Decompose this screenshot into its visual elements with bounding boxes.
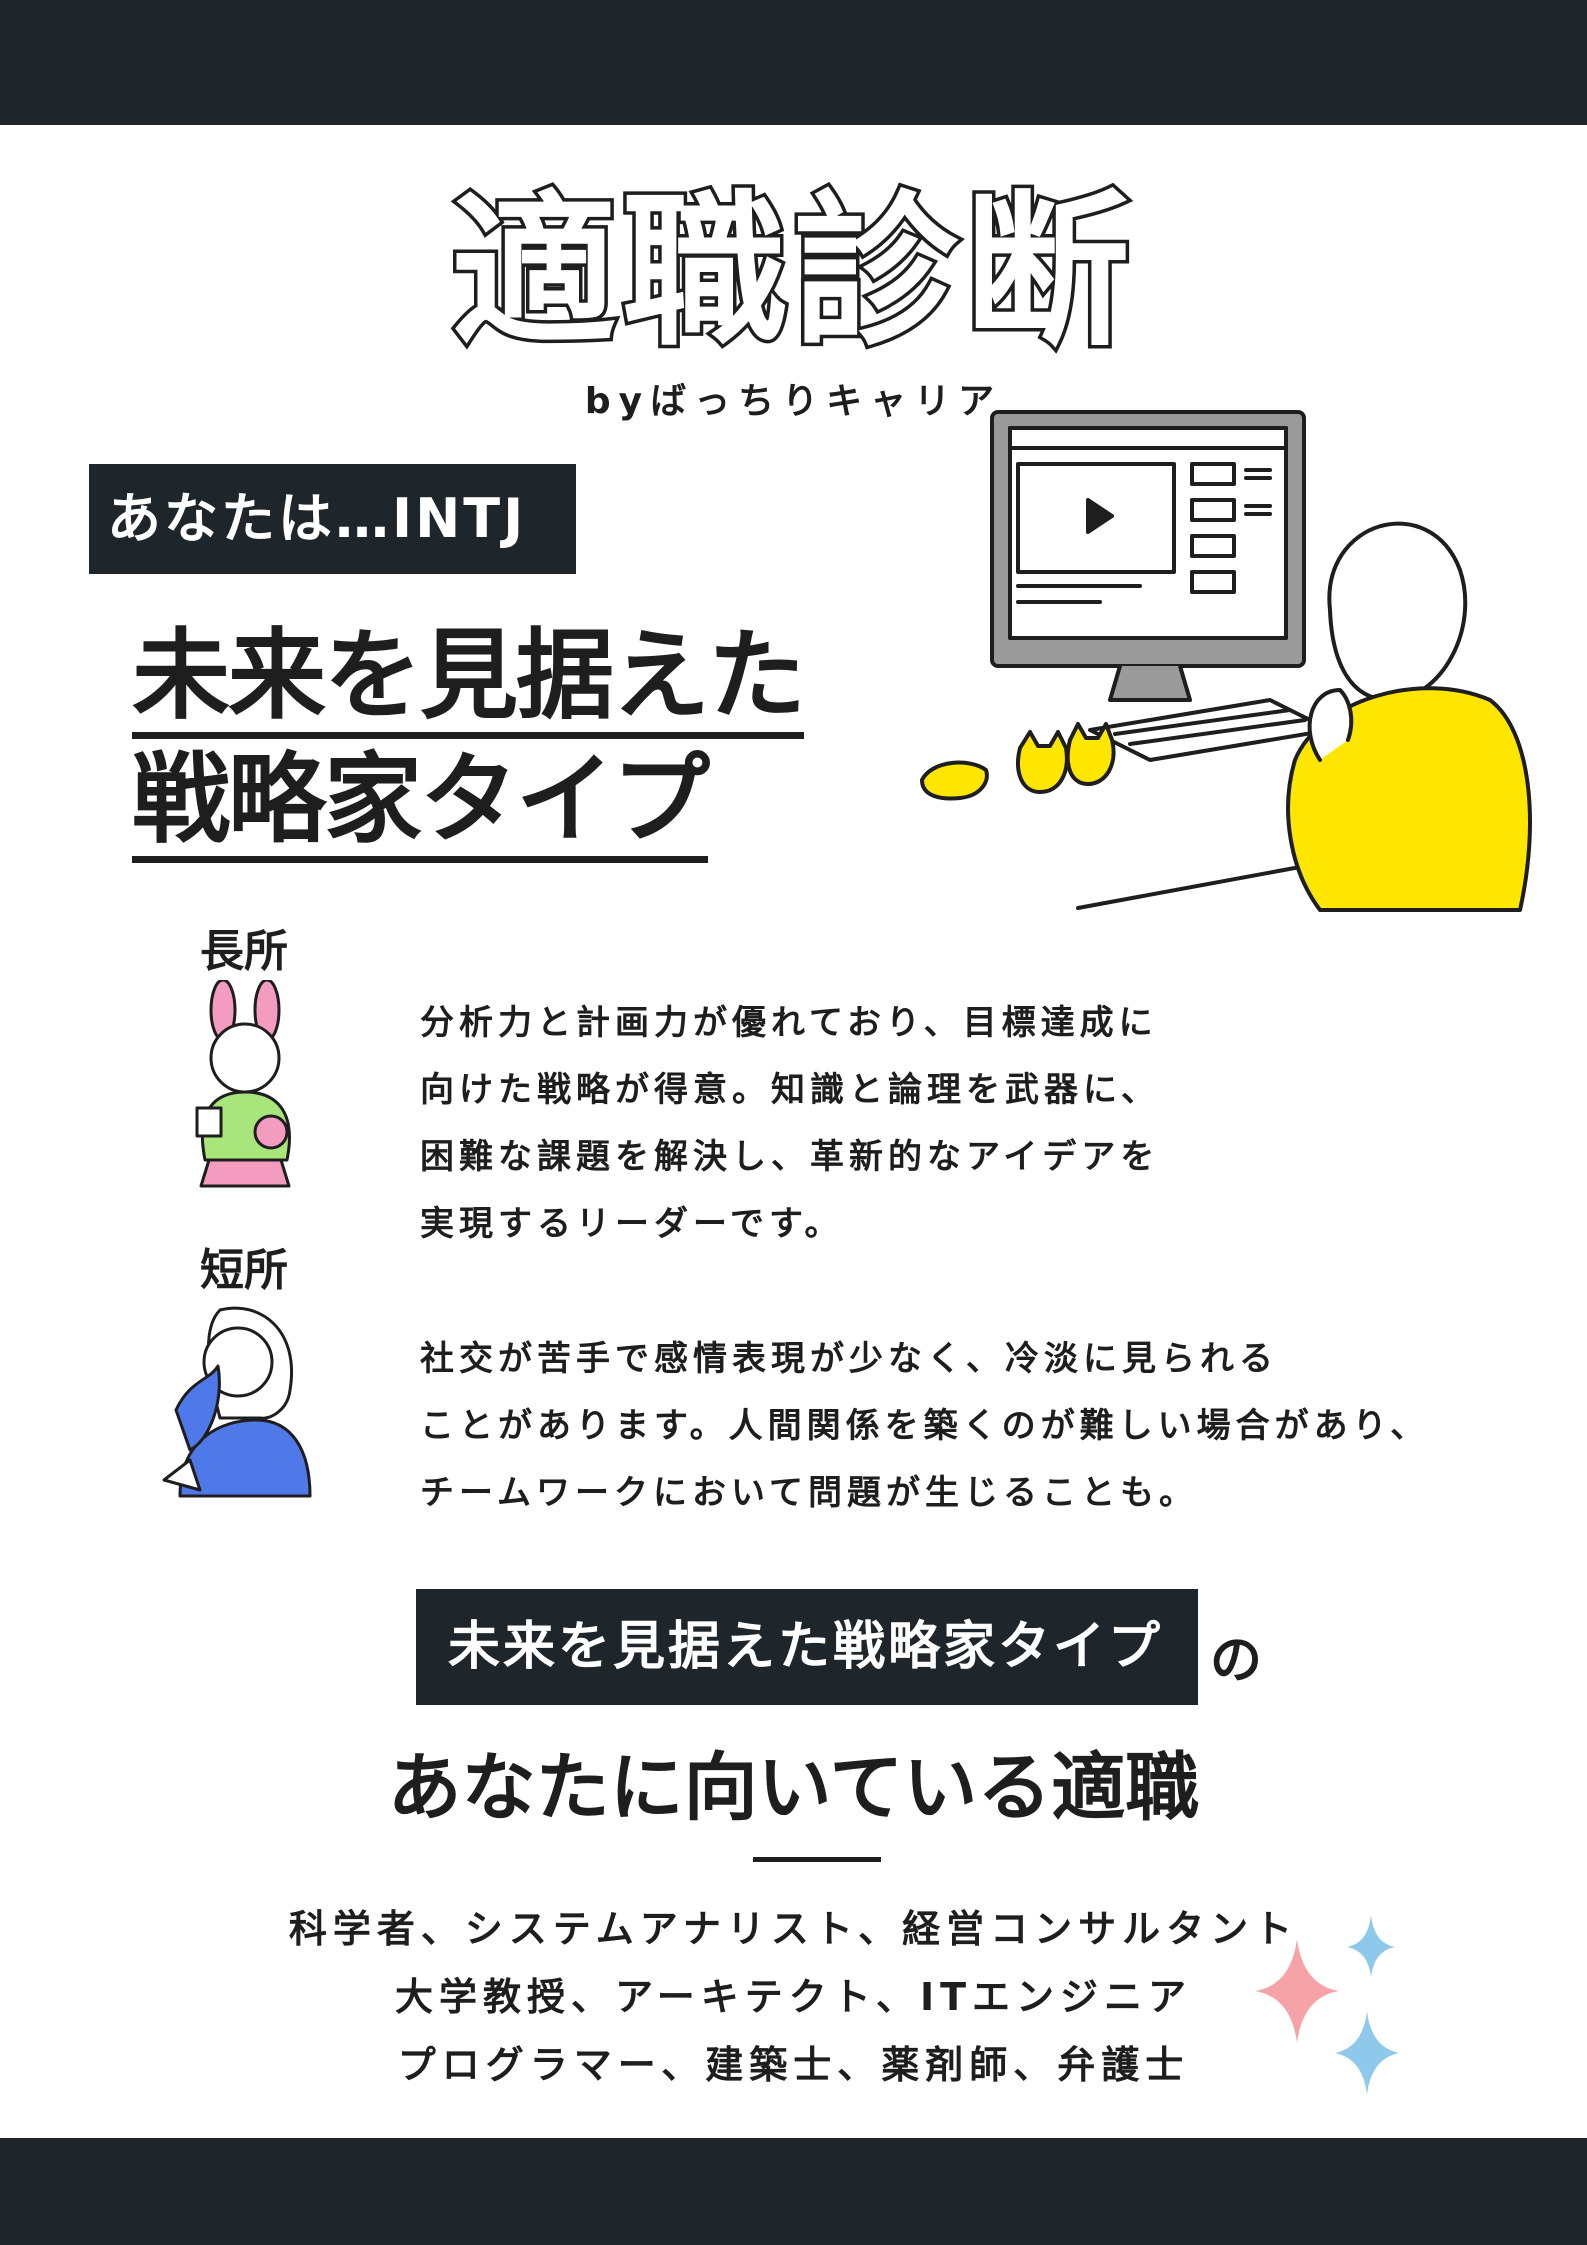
strengths-line: 困難な課題を解決し、革新的なアイデアを: [420, 1137, 1160, 1177]
bunny-girl-icon: [195, 980, 291, 1188]
strengths-line: 向けた戦略が得意。知識と論理を武器に、: [420, 1070, 1160, 1110]
type-title-line2: 戦略家タイプ: [132, 744, 710, 863]
jobs-heading: あなたに向いている適職: [387, 1745, 1200, 1831]
strengths-heading: 長所: [200, 926, 288, 977]
strengths-line: 分析力と計画力が優れており、目標達成に: [420, 1003, 1158, 1043]
type-badge: あなたは…INTJ: [89, 464, 576, 574]
jobs-list: 科学者、システムアナリスト、経営コンサルタント 大学教授、アーキテクト、ITエン…: [0, 1895, 1587, 2099]
strengths-line: 実現するリーダーです。: [420, 1204, 844, 1244]
weaknesses-line: 社交が苦手で感情表現が少なく、冷淡に見られる: [420, 1339, 1278, 1379]
jobs-line: 科学者、システムアナリスト、経営コンサルタント: [288, 1907, 1299, 1951]
page-title: 適職診断: [448, 176, 1136, 368]
strengths-text: 分析力と計画力が優れており、目標達成に 向けた戦略が得意。知識と論理を武器に、 …: [420, 990, 1580, 1258]
weaknesses-line: チームワークにおいて問題が生じることも。: [420, 1473, 1198, 1513]
jobs-line: 大学教授、アーキテクト、ITエンジニア: [394, 1975, 1193, 2019]
jobs-line: プログラマー、建築士、薬剤師、弁護士: [397, 2043, 1190, 2087]
top-bar: [0, 0, 1587, 125]
thinking-girl-icon: [162, 1306, 312, 1498]
divider: [753, 1857, 881, 1862]
type-title-line1: 未来を見据えた: [132, 620, 806, 739]
weaknesses-heading: 短所: [200, 1245, 288, 1296]
jobs-type-badge: 未来を見据えた戦略家タイプ: [416, 1589, 1198, 1705]
sparkle-icon: [1255, 1915, 1399, 2095]
page-subtitle: byばっちりキャリア: [584, 381, 1003, 422]
bottom-bar: [0, 2138, 1587, 2245]
type-title: 未来を見据えた 戦略家タイプ: [132, 615, 832, 863]
weaknesses-line: ことがあります。人間関係を築くのが難しい場合があり、: [420, 1406, 1430, 1446]
weaknesses-text: 社交が苦手で感情表現が少なく、冷淡に見られる ことがあります。人間関係を築くのが…: [420, 1326, 1580, 1527]
jobs-particle: の: [1210, 1631, 1263, 1691]
girl-at-computer-icon: [920, 410, 1532, 912]
